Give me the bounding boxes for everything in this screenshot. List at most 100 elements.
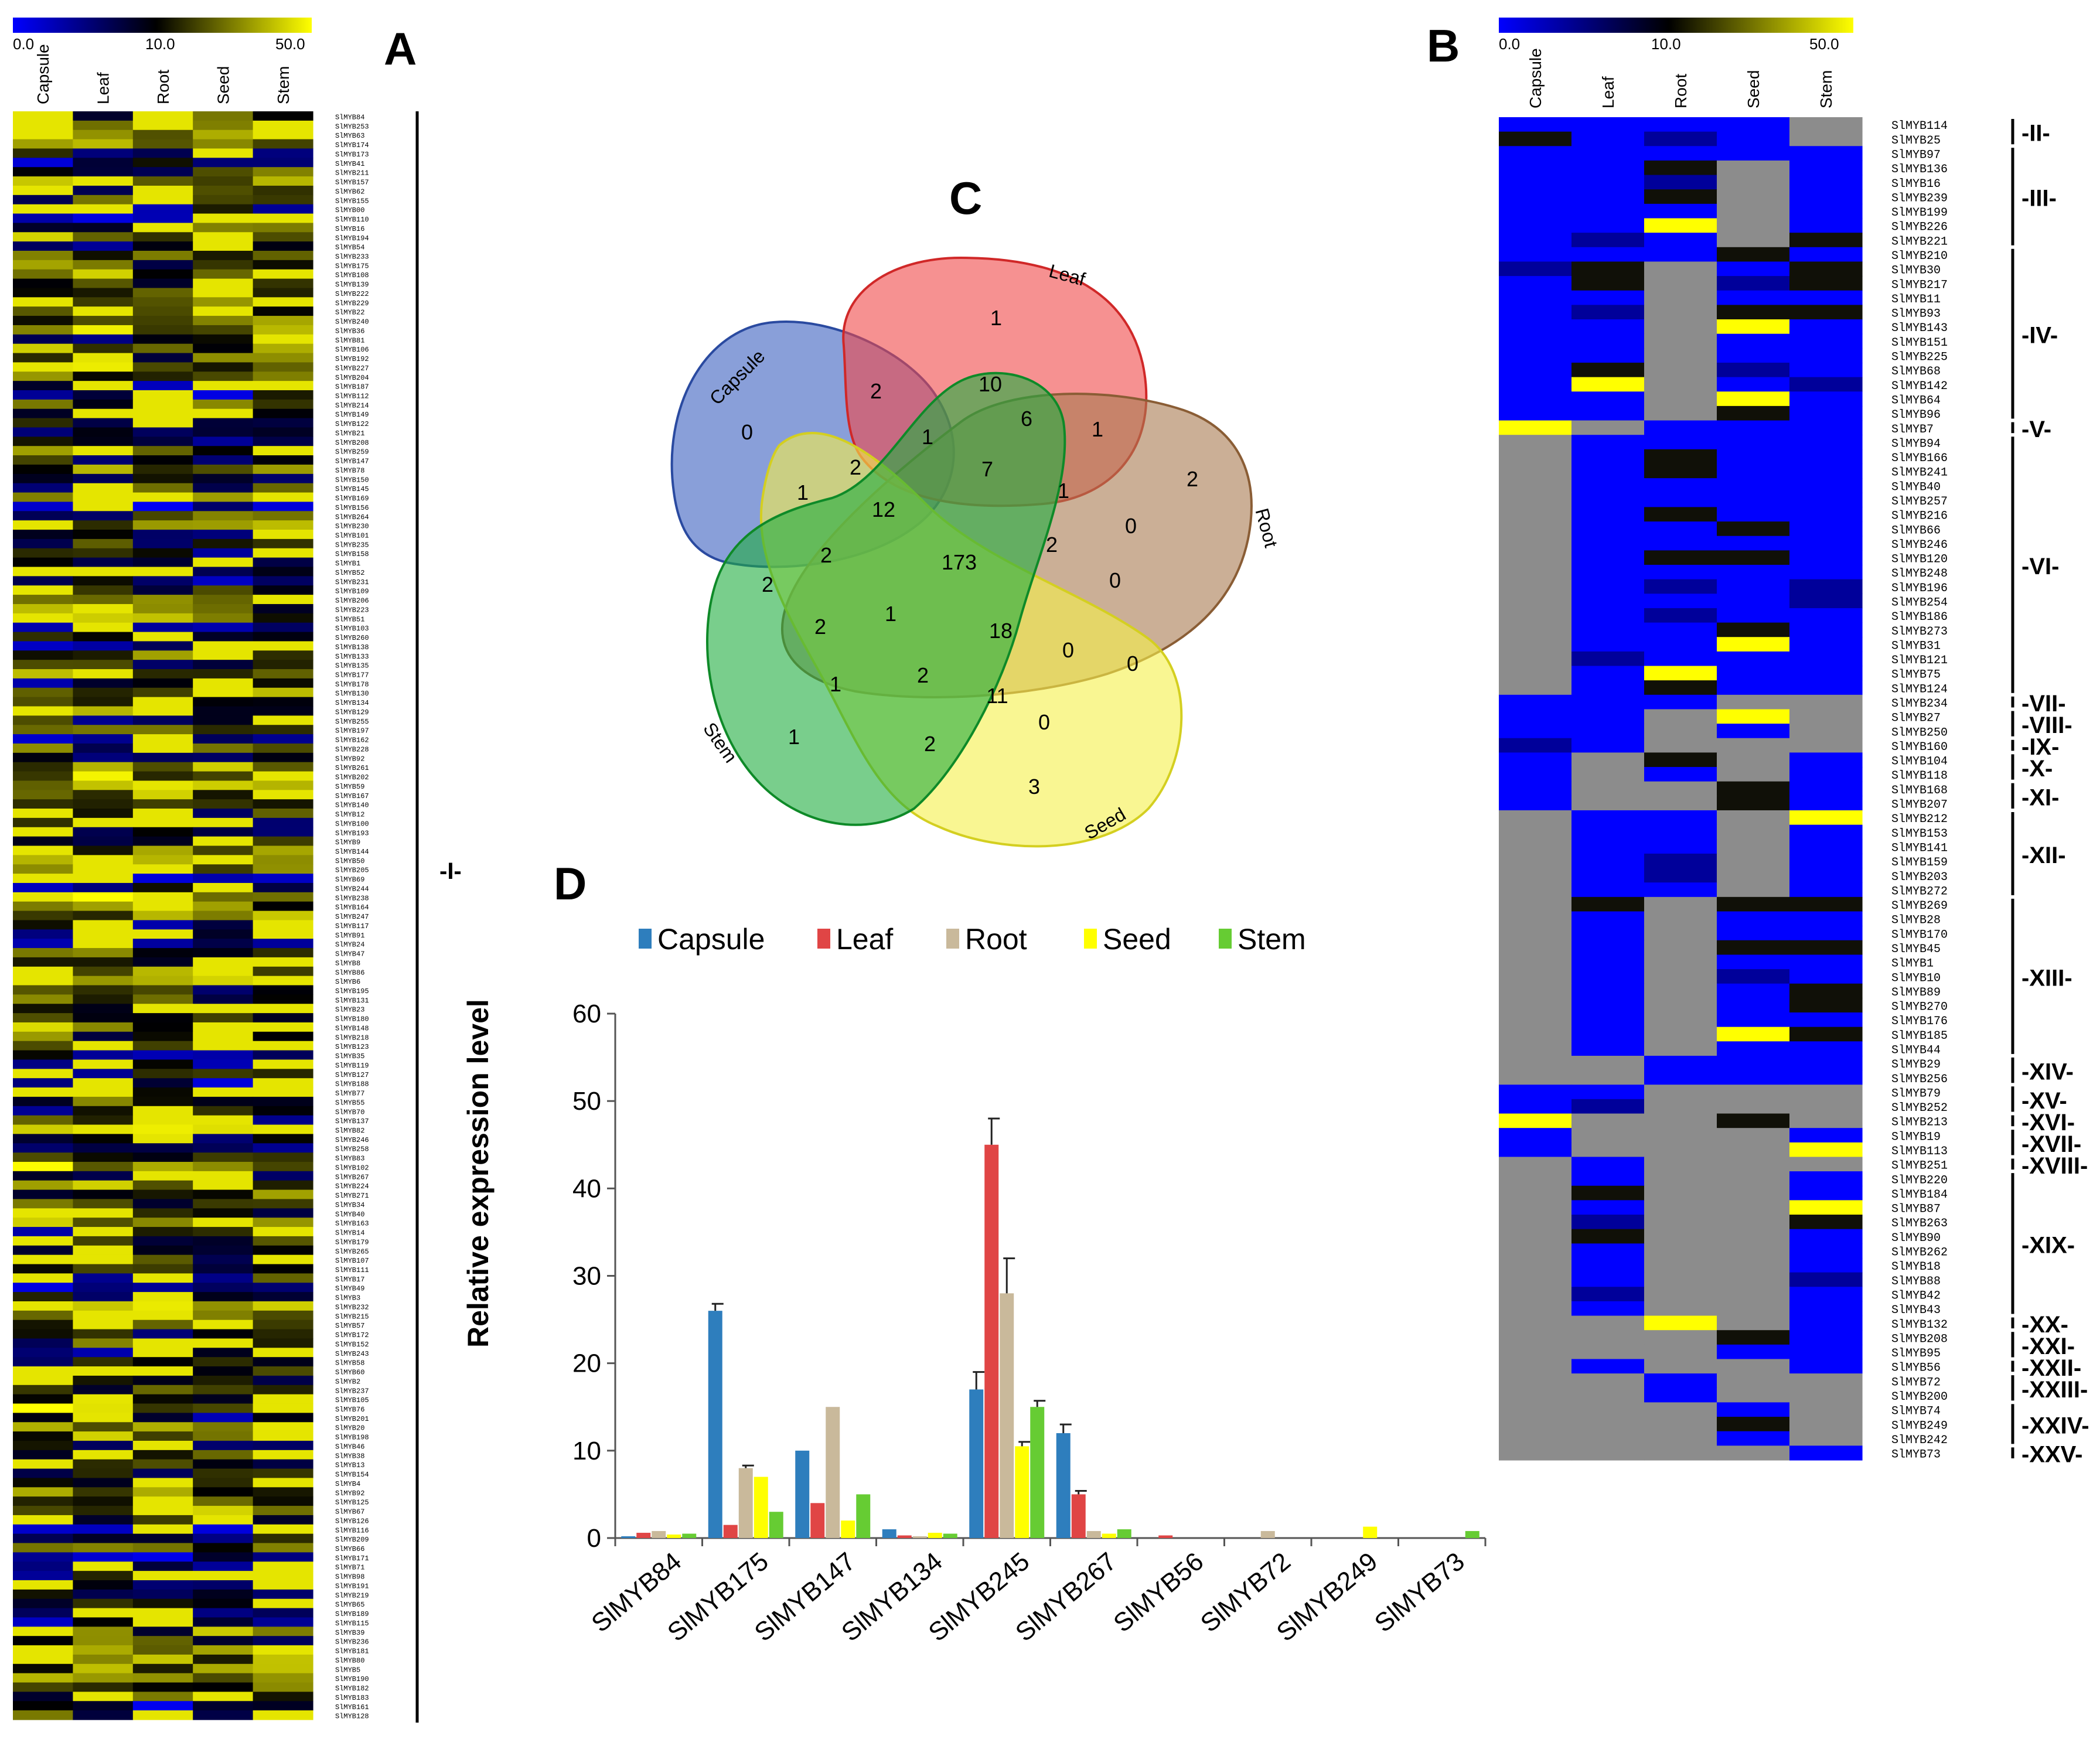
heatmap-cell — [132, 1673, 193, 1683]
heatmap-cell — [193, 260, 254, 270]
heatmap-cell — [1571, 637, 1645, 652]
heatmap-cell — [193, 1013, 254, 1023]
heatmap-cell — [73, 1115, 134, 1126]
heatmap-cell — [1789, 1257, 1863, 1273]
heatmap-cell — [1644, 290, 1717, 305]
heatmap-cell — [1717, 305, 1790, 320]
heatmap-cell — [253, 576, 313, 586]
heatmap-cell — [253, 641, 313, 651]
heatmap-cell — [193, 195, 254, 205]
heatmap-cell — [132, 595, 193, 605]
heatmap-cell — [193, 836, 254, 847]
heatmap-cell — [132, 1385, 193, 1395]
gene-label: SlMYB6 — [335, 978, 360, 986]
gene-label: SlMYB249 — [1891, 1419, 1948, 1433]
heatmap-cell — [132, 1627, 193, 1636]
group-label: -XXV- — [2021, 1442, 2082, 1468]
gene-label: SlMYB114 — [1891, 120, 1948, 133]
heatmap-cell — [1644, 536, 1717, 551]
gene-label: SlMYB97 — [1891, 148, 1941, 162]
heatmap-cell — [253, 1031, 313, 1042]
heatmap-cell — [13, 669, 73, 679]
heatmap-cell — [253, 204, 313, 214]
heatmap-cell — [193, 1041, 254, 1051]
heatmap-cell — [13, 1533, 73, 1544]
gene-label: SlMYB00 — [335, 206, 364, 214]
heatmap-cell — [132, 1692, 193, 1702]
gene-label: SlMYB127 — [335, 1071, 369, 1079]
venn-count-stem-root-seed: 2 — [917, 663, 929, 687]
heatmap-cell — [132, 1478, 193, 1488]
heatmap-cell — [253, 901, 313, 912]
gene-label: SlMYB41 — [335, 160, 364, 168]
heatmap-cell — [253, 1692, 313, 1702]
heatmap-cell — [132, 613, 193, 623]
heatmap-cell — [73, 595, 134, 605]
heatmap-cell — [132, 473, 193, 484]
heatmap-cell — [132, 1524, 193, 1535]
heatmap-cell — [193, 1431, 254, 1441]
heatmap-cell — [132, 1422, 193, 1432]
heatmap-cell — [193, 1598, 254, 1609]
heatmap-cell — [253, 892, 313, 902]
gene-label: SlMYB87 — [1891, 1203, 1941, 1216]
heatmap-cell — [1789, 189, 1863, 204]
heatmap-cell — [1717, 1085, 1790, 1100]
heatmap-cell — [253, 1701, 313, 1711]
column-label: Seed — [214, 66, 232, 104]
heatmap-cell — [1789, 233, 1863, 248]
heatmap-cell — [193, 139, 254, 149]
heatmap-cell — [253, 1050, 313, 1061]
gene-label: SlMYB158 — [335, 550, 369, 558]
heatmap-cell — [253, 1663, 313, 1674]
heatmap-cell — [253, 1533, 313, 1544]
gene-label: SlMYB122 — [335, 420, 369, 428]
heatmap-cell — [1571, 1200, 1645, 1215]
heatmap-cell — [13, 660, 73, 670]
legend-label-stem: Stem — [1238, 923, 1306, 956]
heatmap-cell — [13, 1254, 73, 1265]
gene-label: SlMYB137 — [335, 1117, 369, 1126]
gene-label: SlMYB148 — [335, 1024, 369, 1032]
heatmap-cell — [193, 1394, 254, 1404]
heatmap-cell — [13, 1227, 73, 1237]
gene-label: SlMYB123 — [335, 1043, 369, 1051]
heatmap-cell — [73, 446, 134, 456]
heatmap-cell — [73, 390, 134, 400]
venn-count-stem-root: 1 — [830, 672, 841, 696]
heatmap-cell — [132, 1338, 193, 1348]
heatmap-cell — [73, 678, 134, 688]
heatmap-cell — [1644, 233, 1717, 248]
heatmap-cell — [73, 1227, 134, 1237]
heatmap-cell — [193, 1031, 254, 1042]
heatmap-cell — [253, 408, 313, 419]
heatmap-cell — [1789, 1185, 1863, 1201]
heatmap-cell — [1717, 651, 1790, 667]
heatmap-cell — [132, 297, 193, 307]
gene-label: SlMYB83 — [335, 1155, 364, 1163]
heatmap-cell — [13, 251, 73, 261]
heatmap-cell — [1789, 911, 1863, 926]
heatmap-cell — [1717, 767, 1790, 782]
heatmap-cell — [1571, 796, 1645, 811]
heatmap-cell — [13, 390, 73, 400]
heatmap-cell — [193, 1208, 254, 1218]
heatmap-cell — [132, 809, 193, 819]
gene-label: SlMYB8 — [335, 959, 360, 967]
heatmap-cell — [1499, 594, 1572, 609]
heatmap-cell — [132, 195, 193, 205]
heatmap-cell — [1717, 233, 1790, 248]
heatmap-cell — [13, 269, 73, 279]
heatmap-cell — [13, 1199, 73, 1209]
heatmap-cell — [132, 752, 193, 763]
heatmap-cell — [1717, 1027, 1790, 1042]
heatmap-cell — [253, 548, 313, 558]
heatmap-cell — [193, 1310, 254, 1321]
venn-count-leaf-stem-a: 10 — [979, 372, 1002, 396]
heatmap-cell — [73, 1478, 134, 1488]
heatmap-cell — [1789, 1387, 1863, 1403]
heatmap-cell — [73, 1385, 134, 1395]
heatmap-cell — [253, 1096, 313, 1107]
gene-label: SlMYB211 — [335, 169, 369, 178]
gene-label: SlMYB31 — [1891, 639, 1941, 653]
